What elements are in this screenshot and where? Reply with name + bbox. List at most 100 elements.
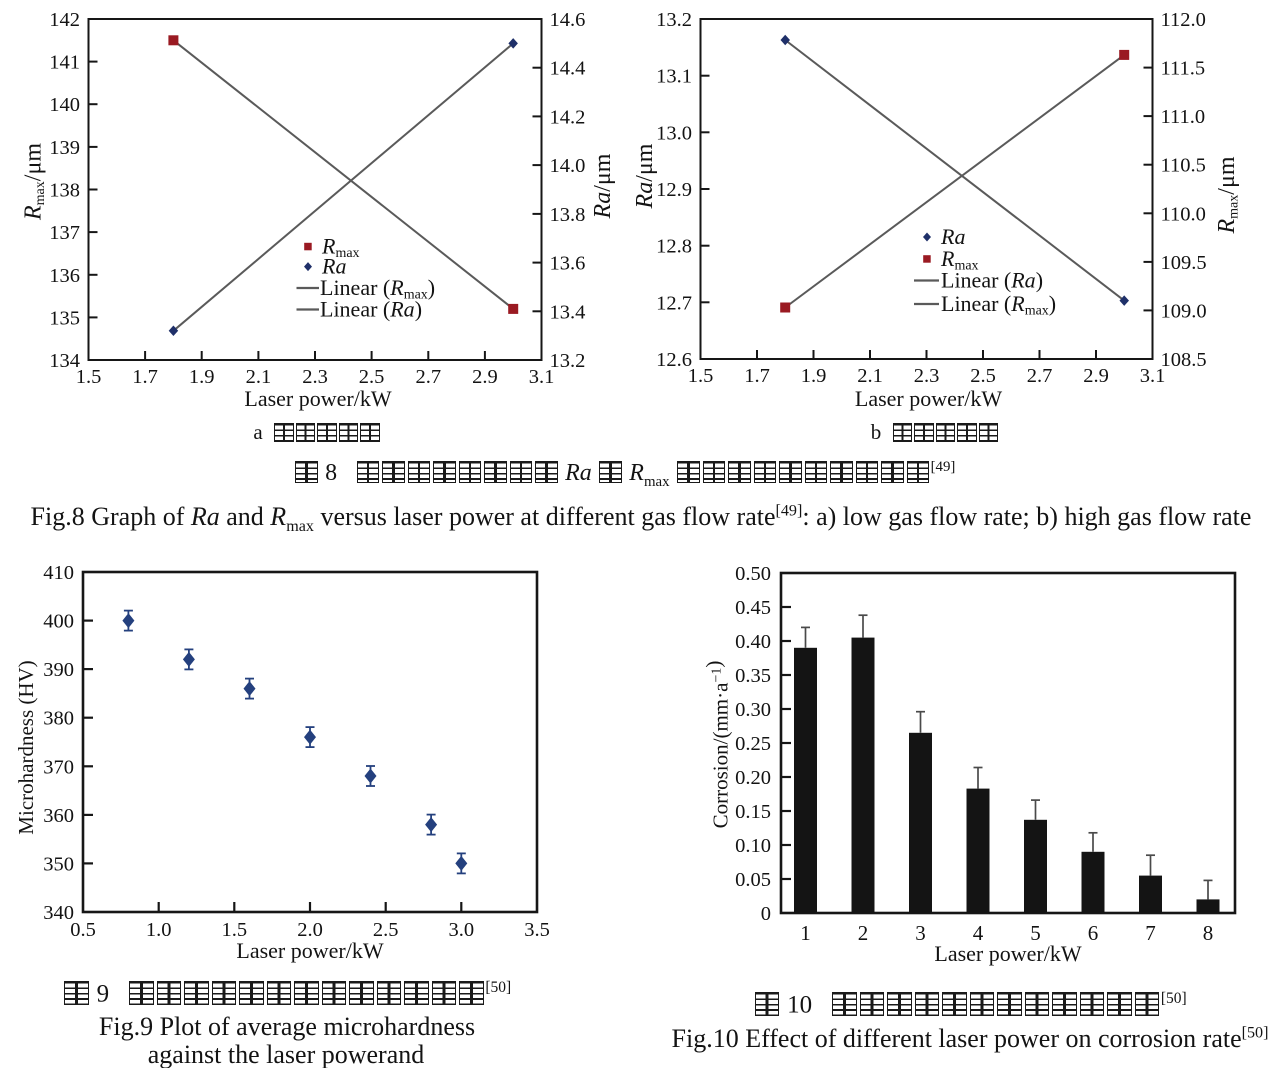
svg-text:111.5: 111.5 bbox=[1161, 58, 1206, 80]
svg-text:3.0: 3.0 bbox=[448, 919, 474, 941]
svg-text:Laser power/kW: Laser power/kW bbox=[236, 938, 383, 963]
svg-text:138: 138 bbox=[49, 180, 80, 202]
svg-text:13.8: 13.8 bbox=[550, 204, 586, 226]
svg-text:13.0: 13.0 bbox=[656, 122, 692, 144]
svg-text:Linear (Ra): Linear (Ra) bbox=[320, 297, 422, 322]
svg-text:1.5: 1.5 bbox=[76, 366, 102, 388]
svg-text:340: 340 bbox=[43, 902, 74, 924]
svg-text:Laser power/kW: Laser power/kW bbox=[244, 386, 391, 411]
svg-text:110.0: 110.0 bbox=[1161, 203, 1206, 225]
svg-text:13.2: 13.2 bbox=[550, 350, 586, 372]
svg-text:112.0: 112.0 bbox=[1161, 9, 1206, 31]
svg-text:3.5: 3.5 bbox=[524, 919, 550, 941]
svg-text:110.5: 110.5 bbox=[1161, 155, 1206, 177]
svg-text:Ra: Ra bbox=[940, 224, 965, 249]
svg-text:0.40: 0.40 bbox=[735, 631, 771, 653]
svg-text:137: 137 bbox=[49, 222, 80, 244]
svg-text:Linear (Rmax): Linear (Rmax) bbox=[941, 291, 1056, 319]
svg-text:2.9: 2.9 bbox=[472, 366, 498, 388]
svg-text:142: 142 bbox=[49, 9, 80, 31]
svg-text:13.2: 13.2 bbox=[656, 9, 692, 31]
svg-text:2.3: 2.3 bbox=[914, 365, 940, 387]
svg-text:Corrosion/(mm·a−1): Corrosion/(mm·a−1) bbox=[702, 661, 733, 829]
svg-text:0.50: 0.50 bbox=[735, 563, 771, 585]
svg-text:140: 140 bbox=[49, 94, 80, 116]
svg-text:410: 410 bbox=[43, 562, 74, 584]
svg-text:0.20: 0.20 bbox=[735, 767, 771, 789]
svg-text:109.5: 109.5 bbox=[1161, 252, 1207, 274]
svg-text:108.5: 108.5 bbox=[1161, 349, 1207, 371]
svg-text:12.7: 12.7 bbox=[656, 292, 692, 314]
svg-text:2: 2 bbox=[858, 921, 869, 945]
svg-text:0.10: 0.10 bbox=[735, 835, 771, 857]
svg-text:Microhardness (HV): Microhardness (HV) bbox=[14, 660, 38, 834]
svg-text:Ra/μm: Ra/μm bbox=[590, 153, 616, 219]
svg-text:0.45: 0.45 bbox=[735, 597, 771, 619]
svg-text:2.5: 2.5 bbox=[359, 366, 385, 388]
svg-text:Laser power/kW: Laser power/kW bbox=[934, 941, 1081, 966]
svg-text:13.6: 13.6 bbox=[550, 253, 586, 275]
svg-text:380: 380 bbox=[43, 708, 74, 730]
svg-text:Ra: Ra bbox=[321, 254, 346, 279]
svg-text:2.7: 2.7 bbox=[415, 366, 441, 388]
svg-text:Laser power/kW: Laser power/kW bbox=[855, 386, 1002, 411]
svg-text:1.7: 1.7 bbox=[132, 366, 158, 388]
svg-text:Rmax: Rmax bbox=[940, 246, 979, 274]
svg-text:1.7: 1.7 bbox=[744, 365, 770, 387]
svg-text:2.0: 2.0 bbox=[297, 919, 323, 941]
svg-text:0.25: 0.25 bbox=[735, 733, 771, 755]
svg-text:12.8: 12.8 bbox=[656, 236, 692, 258]
svg-text:3.1: 3.1 bbox=[529, 366, 555, 388]
svg-text:141: 141 bbox=[49, 52, 80, 74]
svg-text:0.5: 0.5 bbox=[70, 919, 96, 941]
svg-text:1.5: 1.5 bbox=[688, 365, 714, 387]
svg-text:3.1: 3.1 bbox=[1140, 365, 1166, 387]
svg-text:2.5: 2.5 bbox=[373, 919, 399, 941]
svg-text:2.5: 2.5 bbox=[970, 365, 996, 387]
svg-text:0.35: 0.35 bbox=[735, 665, 771, 687]
svg-text:2.9: 2.9 bbox=[1083, 365, 1109, 387]
svg-text:2.3: 2.3 bbox=[302, 366, 328, 388]
svg-text:14.4: 14.4 bbox=[550, 58, 586, 80]
svg-text:1.5: 1.5 bbox=[221, 919, 247, 941]
svg-text:7: 7 bbox=[1145, 921, 1156, 945]
svg-text:Rmax/μm: Rmax/μm bbox=[1214, 156, 1242, 234]
svg-text:1.0: 1.0 bbox=[146, 919, 172, 941]
svg-text:13.1: 13.1 bbox=[656, 66, 692, 88]
svg-text:134: 134 bbox=[49, 350, 80, 372]
svg-text:8: 8 bbox=[1203, 921, 1214, 945]
svg-text:Linear (Ra): Linear (Ra) bbox=[941, 268, 1043, 293]
svg-text:2.1: 2.1 bbox=[857, 365, 883, 387]
svg-text:14.0: 14.0 bbox=[550, 155, 586, 177]
svg-text:Rmax/μm: Rmax/μm bbox=[21, 143, 49, 221]
svg-text:370: 370 bbox=[43, 756, 74, 778]
svg-text:0.30: 0.30 bbox=[735, 699, 771, 721]
svg-text:Ra/μm: Ra/μm bbox=[632, 143, 658, 209]
svg-text:135: 135 bbox=[49, 307, 80, 329]
svg-text:6: 6 bbox=[1088, 921, 1099, 945]
svg-text:0.15: 0.15 bbox=[735, 801, 771, 823]
svg-text:400: 400 bbox=[43, 611, 74, 633]
svg-text:0.05: 0.05 bbox=[735, 869, 771, 891]
svg-text:109.0: 109.0 bbox=[1161, 300, 1207, 322]
svg-text:1.9: 1.9 bbox=[189, 366, 215, 388]
svg-text:13.4: 13.4 bbox=[550, 301, 586, 323]
svg-text:14.2: 14.2 bbox=[550, 106, 586, 128]
svg-text:360: 360 bbox=[43, 805, 74, 827]
svg-text:2.7: 2.7 bbox=[1027, 365, 1053, 387]
svg-text:1.9: 1.9 bbox=[801, 365, 827, 387]
svg-text:136: 136 bbox=[49, 265, 80, 287]
svg-text:390: 390 bbox=[43, 659, 74, 681]
svg-text:2.1: 2.1 bbox=[246, 366, 272, 388]
svg-text:Rmax: Rmax bbox=[321, 234, 360, 262]
svg-text:0: 0 bbox=[761, 903, 771, 925]
svg-text:5: 5 bbox=[1030, 921, 1041, 945]
svg-text:12.6: 12.6 bbox=[656, 349, 692, 371]
svg-text:14.6: 14.6 bbox=[550, 9, 586, 31]
svg-text:350: 350 bbox=[43, 853, 74, 875]
svg-text:3: 3 bbox=[915, 921, 926, 945]
svg-text:139: 139 bbox=[49, 137, 80, 159]
svg-text:1: 1 bbox=[800, 921, 811, 945]
svg-text:4: 4 bbox=[973, 921, 984, 945]
svg-text:12.9: 12.9 bbox=[656, 179, 692, 201]
